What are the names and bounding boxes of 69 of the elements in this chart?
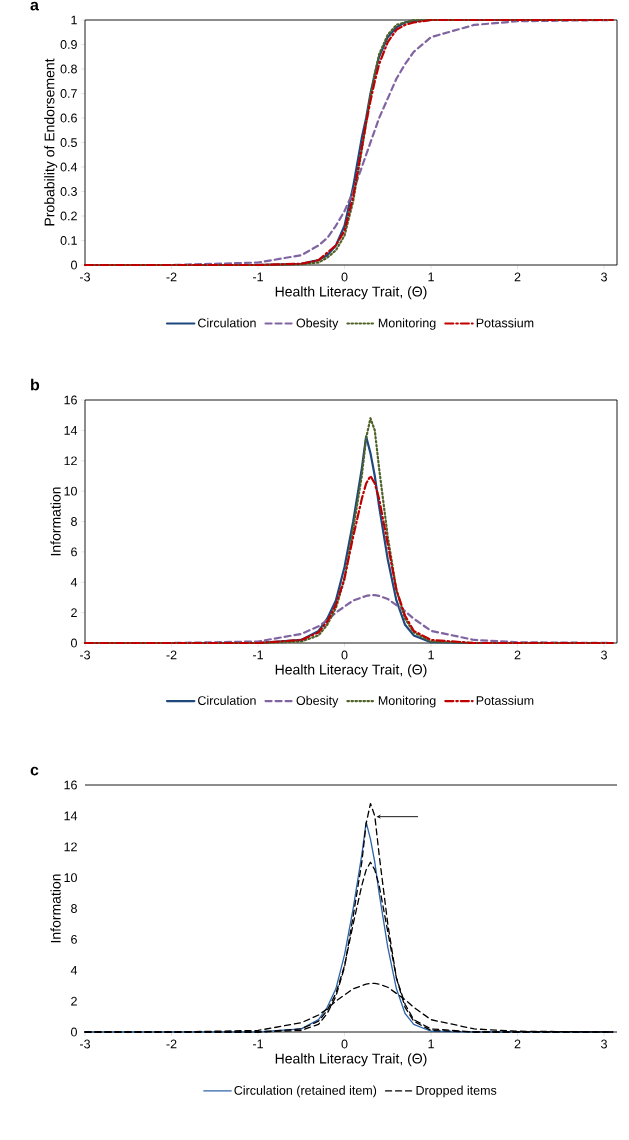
- x-tick-label: 2: [514, 272, 521, 282]
- y-tick-label: 0: [71, 260, 77, 270]
- legend-label: Monitoring: [378, 318, 436, 330]
- y-tick-label: 1: [71, 15, 77, 25]
- y-tick-label: 8: [71, 904, 77, 913]
- y-axis-title: Probability of Endorsement: [44, 58, 58, 226]
- y-tick-label: 0.6: [60, 113, 77, 123]
- legend-label: Potassium: [476, 318, 534, 328]
- y-tick-label: 4: [70, 577, 78, 587]
- y-tick-label: 0.8: [60, 64, 77, 74]
- legend-label: Circulation (retained item): [234, 1085, 377, 1098]
- legend-label: Obesity: [296, 695, 339, 708]
- x-axis-title: Health Literacy Trait, (Θ): [275, 286, 427, 300]
- chart-title: c: [30, 766, 39, 776]
- x-axis-title: Health Literacy Trait, (Θ): [275, 1053, 427, 1067]
- y-tick-label: 10: [64, 486, 77, 496]
- x-tick-label: -3: [79, 1039, 90, 1049]
- x-axis-title: Health Literacy Trait, (Θ): [275, 664, 427, 678]
- legend-label: Circulation: [198, 695, 256, 705]
- x-tick-label: -1: [253, 650, 263, 660]
- x-tick-label: 2: [514, 1039, 521, 1049]
- x-tick-label: -2: [166, 272, 177, 282]
- x-tick-label: 0: [341, 650, 348, 660]
- y-axis-title: Information: [50, 487, 61, 556]
- legend-label: Obesity: [296, 318, 339, 330]
- y-tick-label: 6: [71, 934, 77, 944]
- legend-label: Dropped items: [416, 1085, 497, 1098]
- y-tick-label: 6: [71, 547, 77, 557]
- y-tick-label: 12: [64, 456, 77, 466]
- y-tick-label: 2: [71, 996, 77, 1006]
- legend-label: Potassium: [476, 695, 534, 705]
- y-tick-label: 10: [64, 873, 77, 883]
- y-tick-label: 0.5: [60, 138, 77, 147]
- x-tick-label: 3: [601, 1039, 607, 1049]
- legend-label: Circulation: [198, 318, 256, 328]
- y-tick-label: 12: [64, 842, 77, 852]
- x-tick-label: -3: [79, 650, 90, 660]
- x-tick-label: 3: [601, 650, 607, 660]
- y-tick-label: 0: [71, 1027, 77, 1037]
- x-tick-label: 0: [341, 1039, 348, 1049]
- x-tick-label: 1: [428, 272, 434, 282]
- y-axis-title: Information: [50, 874, 61, 943]
- y-tick-label: 4: [70, 965, 78, 975]
- chart-title: b: [31, 378, 40, 391]
- y-tick-label: 0.4: [60, 162, 78, 172]
- x-tick-label: -1: [253, 1039, 263, 1049]
- y-tick-label: 0: [71, 638, 77, 648]
- y-tick-label: 0.1: [60, 236, 77, 245]
- x-tick-label: -1: [253, 272, 263, 282]
- y-tick-label: 0.2: [60, 211, 77, 221]
- x-tick-label: -2: [166, 1039, 177, 1049]
- x-tick-label: 0: [341, 272, 348, 282]
- y-tick-label: 0.3: [60, 187, 77, 196]
- y-tick-label: 8: [71, 517, 77, 526]
- y-tick-label: 16: [64, 780, 77, 790]
- legend-label: Monitoring: [378, 695, 436, 708]
- y-tick-label: 2: [71, 608, 77, 617]
- x-tick-label: 2: [514, 650, 521, 660]
- x-tick-label: 1: [428, 1039, 434, 1049]
- chart-title: a: [30, 1, 40, 11]
- y-tick-label: 0.7: [60, 89, 77, 98]
- x-tick-label: -3: [79, 272, 90, 282]
- x-tick-label: 1: [428, 650, 434, 660]
- x-tick-label: 3: [601, 272, 607, 282]
- y-tick-label: 14: [64, 811, 78, 821]
- y-tick-label: 16: [64, 395, 77, 405]
- y-tick-label: 0.9: [60, 40, 77, 49]
- x-tick-label: -2: [166, 650, 177, 660]
- y-tick-label: 14: [64, 426, 78, 435]
